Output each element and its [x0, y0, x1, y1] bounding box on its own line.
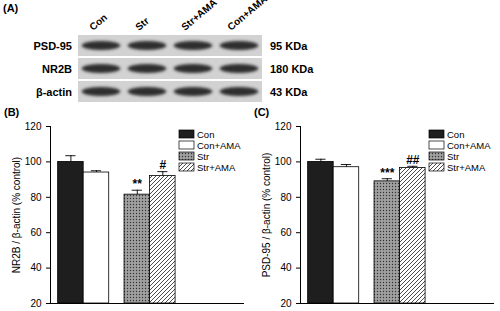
svg-text:PSD-95: PSD-95	[33, 40, 72, 52]
svg-text:80: 80	[30, 192, 42, 203]
svg-text:Con+AMA: Con+AMA	[225, 0, 269, 33]
svg-text:Str+AMA: Str+AMA	[447, 162, 486, 173]
svg-text:Str+AMA: Str+AMA	[179, 0, 219, 33]
svg-text:43 KDa: 43 KDa	[270, 86, 308, 98]
svg-text:100: 100	[275, 156, 292, 167]
svg-text:##: ##	[406, 153, 420, 167]
svg-text:Str+AMA: Str+AMA	[197, 162, 236, 173]
svg-text:Con: Con	[197, 129, 214, 140]
svg-text:NR2B / β-actin (% control): NR2B / β-actin (% control)	[11, 157, 22, 273]
svg-text:120: 120	[25, 121, 42, 132]
svg-text:80: 80	[280, 192, 292, 203]
svg-text:20: 20	[280, 298, 292, 309]
svg-text:Con+AMA: Con+AMA	[197, 140, 241, 151]
svg-text:40: 40	[280, 262, 292, 273]
svg-text:Con: Con	[447, 129, 464, 140]
svg-text:40: 40	[30, 262, 42, 273]
svg-text:20: 20	[30, 298, 42, 309]
svg-text:β-actin: β-actin	[36, 86, 72, 98]
html-text:(C): (C)	[254, 106, 270, 118]
svg-text:#: #	[159, 158, 166, 172]
svg-text:120: 120	[275, 121, 292, 132]
svg-text:95 KDa: 95 KDa	[270, 40, 308, 52]
svg-text:Con: Con	[87, 12, 109, 33]
svg-text:60: 60	[280, 227, 292, 238]
svg-text:60: 60	[30, 227, 42, 238]
svg-text:(A): (A)	[3, 2, 19, 14]
html-text:(B): (B)	[4, 106, 20, 118]
svg-text:Con+AMA: Con+AMA	[447, 140, 491, 151]
svg-text:Str: Str	[133, 15, 151, 32]
svg-text:Str: Str	[197, 151, 209, 162]
svg-text:180 KDa: 180 KDa	[270, 63, 314, 75]
svg-text:Str: Str	[447, 151, 459, 162]
svg-text:100: 100	[25, 156, 42, 167]
svg-text:***: ***	[380, 166, 394, 180]
svg-text:PSD-95 / β-actin (% control): PSD-95 / β-actin (% control)	[261, 153, 272, 278]
svg-text:**: **	[133, 177, 143, 191]
svg-text:NR2B: NR2B	[42, 63, 72, 75]
